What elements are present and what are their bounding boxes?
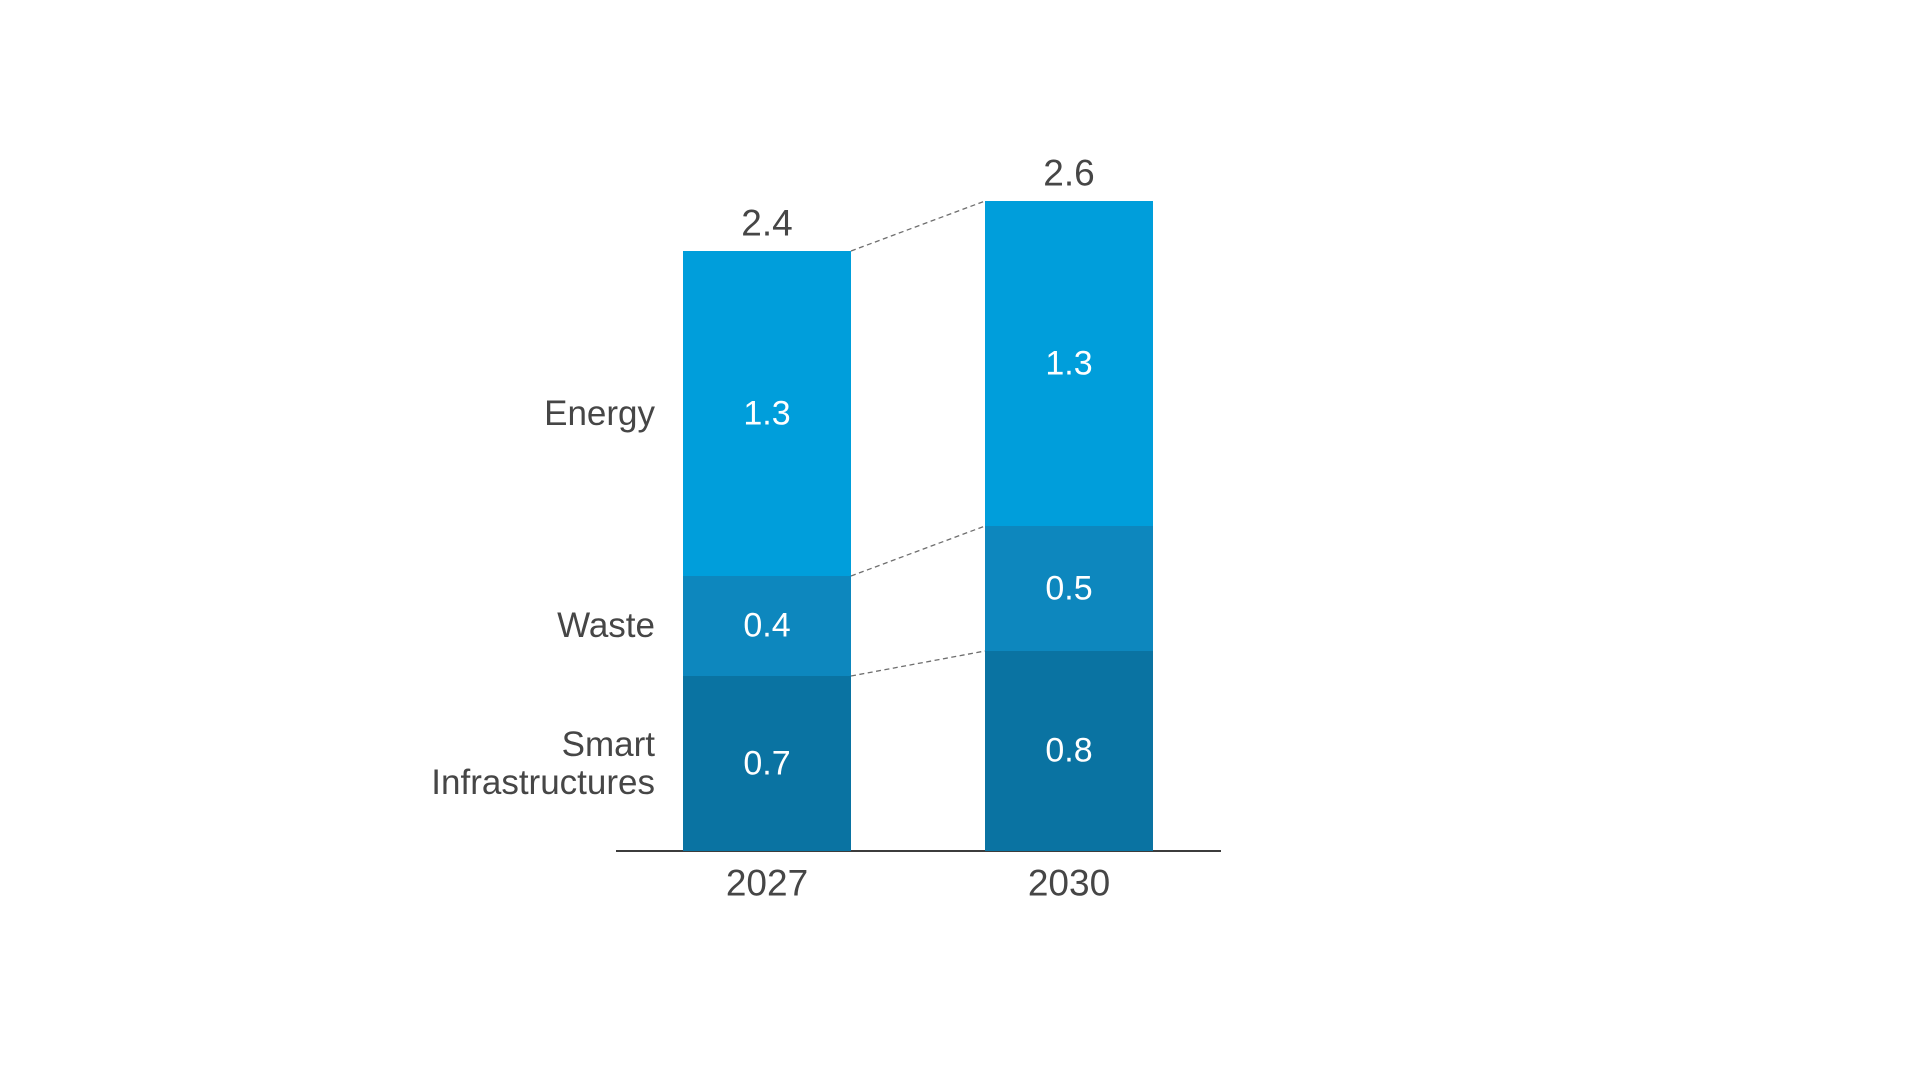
x-axis-category-label: 2030 [1027,862,1111,904]
segment-value-label: 0.4 [743,606,791,645]
series-label-waste: Waste [557,606,655,645]
stack-total-label: 2.4 [741,202,793,244]
bar-segment-2027-smart-infrastructures [683,676,851,851]
segment-value-label: 0.5 [1045,568,1093,607]
segment-value-label: 0.8 [1045,731,1093,770]
series-label-energy: Energy [544,393,655,433]
bar-segment-2027-waste [683,576,851,676]
segment-connector-dashed-line [850,200,986,252]
segment-value-label: 1.3 [743,393,791,432]
bar-segment-2030-energy [985,201,1153,526]
bar-segment-2027-energy [683,251,851,576]
bar-segment-2030-smart-infrastructures [985,651,1153,851]
bar-segment-2030-waste [985,526,1153,651]
x-axis-line [616,850,1221,852]
segment-value-label: 1.3 [1045,343,1093,382]
stack-total-label: 2.6 [1043,152,1095,194]
segment-connector-dashed-line [850,525,986,577]
segment-value-label: 0.7 [743,743,791,782]
series-label-smart-infrastructures: Smart Infrastructures [431,724,655,802]
segment-connector-dashed-line [850,650,986,677]
x-axis-category-label: 2027 [725,862,809,904]
